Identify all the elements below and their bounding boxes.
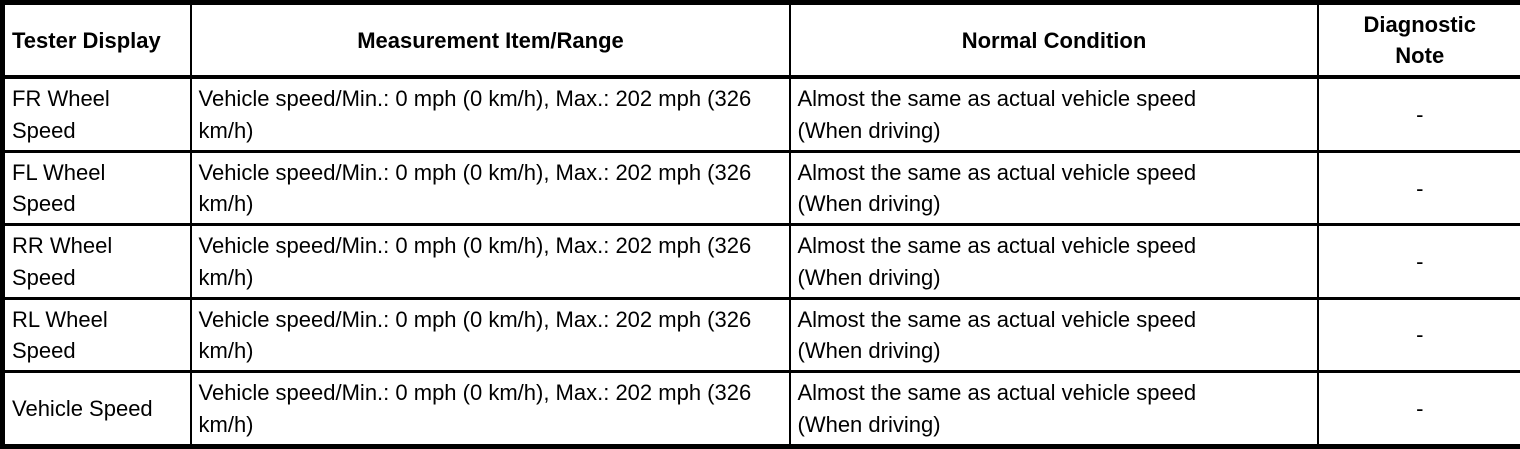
cell-diagnostic-note: - [1318,77,1520,151]
tester-display-value: FL Wheel Speed [12,157,174,219]
table-row: Vehicle Speed Vehicle speed/Min.: 0 mph … [3,372,1520,446]
measurement-value: Vehicle speed/Min.: 0 mph (0 km/h), Max.… [199,377,755,439]
header-row: Tester Display Measurement Item/Range No… [3,3,1520,78]
diagnostic-note-value: - [1416,102,1423,127]
diagnostic-note-value: - [1416,249,1423,274]
cell-diagnostic-note: - [1318,151,1520,224]
cell-diagnostic-note: - [1318,372,1520,446]
diagnostic-note-value: - [1416,396,1423,421]
table-row: RR Wheel Speed Vehicle speed/Min.: 0 mph… [3,225,1520,298]
tester-display-value: RL Wheel Speed [12,304,174,366]
table-row: FR Wheel Speed Vehicle speed/Min.: 0 mph… [3,77,1520,151]
cell-normal-condition: Almost the same as actual vehicle speed … [790,372,1318,446]
cell-tester-display: FR Wheel Speed [3,77,191,151]
header-label-diagnostic-note: Diagnostic Note [1345,9,1495,71]
tester-display-value: FR Wheel Speed [12,83,174,145]
header-label-normal-condition: Normal Condition [962,28,1147,53]
cell-diagnostic-note: - [1318,298,1520,371]
tester-display-value: RR Wheel Speed [12,230,174,292]
cell-measurement-item-range: Vehicle speed/Min.: 0 mph (0 km/h), Max.… [191,77,790,151]
cell-tester-display: RL Wheel Speed [3,298,191,371]
measurement-value: Vehicle speed/Min.: 0 mph (0 km/h), Max.… [199,304,755,366]
cell-normal-condition: Almost the same as actual vehicle speed … [790,298,1318,371]
cell-measurement-item-range: Vehicle speed/Min.: 0 mph (0 km/h), Max.… [191,372,790,446]
normal-condition-value: Almost the same as actual vehicle speed … [798,304,1240,366]
measurement-value: Vehicle speed/Min.: 0 mph (0 km/h), Max.… [199,157,755,219]
cell-measurement-item-range: Vehicle speed/Min.: 0 mph (0 km/h), Max.… [191,225,790,298]
normal-condition-value: Almost the same as actual vehicle speed … [798,230,1240,292]
cell-normal-condition: Almost the same as actual vehicle speed … [790,225,1318,298]
measurement-value: Vehicle speed/Min.: 0 mph (0 km/h), Max.… [199,83,755,145]
cell-tester-display: RR Wheel Speed [3,225,191,298]
header-label-measurement-item-range: Measurement Item/Range [357,28,624,53]
normal-condition-value: Almost the same as actual vehicle speed … [798,377,1240,439]
tester-display-value: Vehicle Speed [12,393,174,424]
cell-normal-condition: Almost the same as actual vehicle speed … [790,151,1318,224]
header-cell-diagnostic-note: Diagnostic Note [1318,3,1520,78]
measurement-value: Vehicle speed/Min.: 0 mph (0 km/h), Max.… [199,230,755,292]
table-row: FL Wheel Speed Vehicle speed/Min.: 0 mph… [3,151,1520,224]
normal-condition-value: Almost the same as actual vehicle speed … [798,157,1240,219]
header-cell-measurement-item-range: Measurement Item/Range [191,3,790,78]
cell-tester-display: Vehicle Speed [3,372,191,446]
diagnostic-note-value: - [1416,322,1423,347]
cell-normal-condition: Almost the same as actual vehicle speed … [790,77,1318,151]
header-cell-normal-condition: Normal Condition [790,3,1318,78]
cell-diagnostic-note: - [1318,225,1520,298]
normal-condition-value: Almost the same as actual vehicle speed … [798,83,1240,145]
cell-tester-display: FL Wheel Speed [3,151,191,224]
header-label-tester-display: Tester Display [12,28,161,53]
header-cell-tester-display: Tester Display [3,3,191,78]
cell-measurement-item-range: Vehicle speed/Min.: 0 mph (0 km/h), Max.… [191,151,790,224]
diagnostic-note-value: - [1416,176,1423,201]
table-row: RL Wheel Speed Vehicle speed/Min.: 0 mph… [3,298,1520,371]
cell-measurement-item-range: Vehicle speed/Min.: 0 mph (0 km/h), Max.… [191,298,790,371]
